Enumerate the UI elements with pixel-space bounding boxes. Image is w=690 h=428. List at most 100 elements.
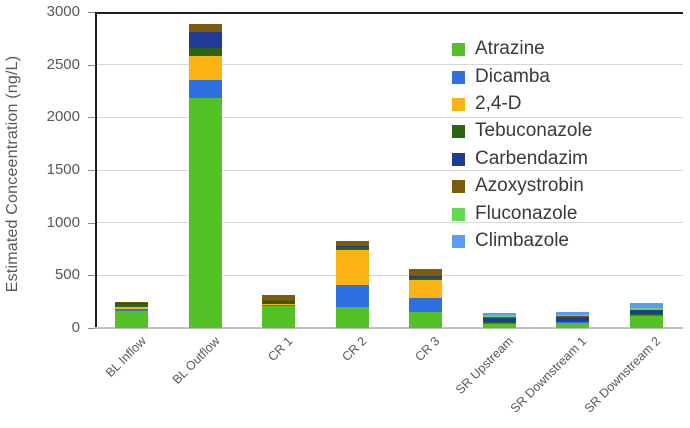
legend-swatch-tebuconazole bbox=[452, 125, 465, 139]
legend-swatch-azoxystrobin bbox=[452, 180, 465, 194]
plot-area bbox=[95, 12, 683, 329]
legend-label-2-4-d: 2,4-D bbox=[475, 92, 522, 114]
y-tick-mark-2500 bbox=[88, 64, 95, 66]
legend-item-fluconazole: Fluconazole bbox=[452, 200, 592, 227]
y-tick-mark-500 bbox=[88, 275, 95, 277]
bar-bl-inflow bbox=[115, 301, 149, 328]
legend-label-azoxystrobin: Azoxystrobin bbox=[475, 175, 584, 197]
y-tick-mark-3000 bbox=[88, 12, 95, 13]
bar-segment-sr-upstream-atrazine bbox=[482, 323, 516, 328]
legend-swatch-atrazine bbox=[452, 43, 465, 57]
gridline-1500 bbox=[95, 169, 683, 171]
y-axis-line bbox=[95, 12, 97, 328]
bar-segment-cr-1-atrazine bbox=[262, 305, 296, 328]
legend-item-climbazole: Climbazole bbox=[452, 228, 592, 255]
gridline-1000 bbox=[95, 222, 683, 224]
bar-segment-bl-outflow-tebuconazole bbox=[188, 47, 222, 57]
y-tick-label-2000: 2000 bbox=[46, 108, 80, 126]
legend-item-2-4-d: 2,4-D bbox=[452, 91, 592, 118]
bar-segment-cr-3-atrazine bbox=[409, 312, 443, 328]
bar-segment-cr-1-dicamba bbox=[262, 304, 296, 306]
bar-segment-sr-downstream-1-fluconazole bbox=[556, 314, 590, 317]
bar-segment-sr-downstream-2-tebuconazole bbox=[629, 314, 663, 315]
legend-label-climbazole: Climbazole bbox=[475, 229, 569, 251]
bar-cr-3 bbox=[409, 268, 443, 328]
bar-segment-sr-downstream-2-climbazole bbox=[629, 302, 663, 308]
legend-item-atrazine: Atrazine bbox=[452, 36, 592, 63]
bar-segment-bl-inflow-2-4-d bbox=[115, 306, 149, 310]
legend-label-fluconazole: Fluconazole bbox=[475, 202, 578, 224]
bar-segment-bl-outflow-atrazine bbox=[188, 98, 222, 328]
y-tick-label-500: 500 bbox=[54, 266, 80, 284]
legend-swatch-fluconazole bbox=[452, 207, 465, 221]
bar-sr-upstream bbox=[482, 312, 516, 328]
bar-segment-cr-2-tebuconazole bbox=[335, 247, 369, 251]
bar-segment-cr-1-azoxystrobin bbox=[262, 294, 296, 302]
bar-segment-bl-inflow-dicamba bbox=[115, 309, 149, 312]
y-tick-label-2500: 2500 bbox=[46, 55, 80, 73]
y-tick-label-0: 0 bbox=[71, 319, 80, 336]
bar-segment-bl-inflow-tebuconazole bbox=[115, 304, 149, 307]
gridline-2500 bbox=[95, 64, 683, 66]
y-tick-mark-1500 bbox=[88, 170, 95, 171]
y-tick-mark-0 bbox=[88, 328, 95, 329]
y-tick-label-3000: 3000 bbox=[46, 3, 80, 20]
bar-segment-bl-outflow-dicamba bbox=[188, 80, 222, 99]
bar-bl-outflow bbox=[188, 24, 222, 328]
x-tick-label-bl-outflow: BL Outflow bbox=[169, 334, 223, 387]
bar-segment-bl-outflow-azoxystrobin bbox=[188, 24, 222, 32]
bar-segment-cr-1-carbendazim bbox=[262, 301, 296, 303]
legend-label-carbendazim: Carbendazim bbox=[475, 147, 588, 169]
bar-sr-downstream-1 bbox=[556, 311, 590, 328]
bar-segment-cr-2-azoxystrobin bbox=[335, 240, 369, 247]
bar-segment-bl-inflow-azoxystrobin bbox=[115, 301, 149, 303]
bar-segment-bl-inflow-atrazine bbox=[115, 311, 149, 328]
x-tick-label-sr-downstream-2: SR Downstream 2 bbox=[581, 334, 664, 416]
bar-segment-cr-3-carbendazim bbox=[409, 276, 443, 278]
x-tick-label-cr-2: CR 2 bbox=[339, 334, 370, 365]
bar-segment-sr-downstream-1-azoxystrobin bbox=[556, 316, 590, 317]
x-tick-label-cr-3: CR 3 bbox=[412, 334, 443, 365]
bar-segment-bl-outflow-carbendazim bbox=[188, 31, 222, 48]
bar-segment-sr-downstream-1-atrazine bbox=[556, 322, 590, 328]
bar-segment-bl-inflow-carbendazim bbox=[115, 302, 149, 305]
legend-swatch-climbazole bbox=[452, 234, 465, 248]
x-tick-label-cr-1: CR 1 bbox=[265, 334, 296, 365]
legend-label-tebuconazole: Tebuconazole bbox=[475, 120, 593, 142]
bar-segment-sr-downstream-1-dicamba bbox=[556, 322, 590, 323]
bar-segment-cr-2-dicamba bbox=[335, 284, 369, 308]
x-tick-label-sr-downstream-1: SR Downstream 1 bbox=[508, 334, 590, 416]
legend-item-tebuconazole: Tebuconazole bbox=[452, 118, 592, 145]
bar-segment-sr-downstream-2-dicamba bbox=[629, 315, 663, 316]
legend-label-dicamba: Dicamba bbox=[475, 65, 550, 87]
bar-cr-1 bbox=[262, 294, 296, 328]
bar-segment-cr-3-2-4-d bbox=[409, 279, 443, 298]
legend-item-azoxystrobin: Azoxystrobin bbox=[452, 173, 592, 200]
bar-segment-cr-2-carbendazim bbox=[335, 246, 369, 248]
bar-sr-downstream-2 bbox=[629, 302, 663, 328]
legend-item-dicamba: Dicamba bbox=[452, 63, 592, 90]
y-tick-label-1000: 1000 bbox=[46, 213, 80, 231]
bar-segment-sr-downstream-1-carbendazim bbox=[556, 316, 590, 322]
legend-swatch-dicamba bbox=[452, 70, 465, 84]
bar-cr-2 bbox=[335, 240, 369, 328]
bar-segment-sr-upstream-dicamba bbox=[482, 323, 516, 324]
legend-swatch-2-4-d bbox=[452, 97, 465, 111]
y-tick-mark-1000 bbox=[88, 222, 95, 224]
y-tick-label-1500: 1500 bbox=[46, 161, 80, 178]
bar-segment-sr-downstream-2-atrazine bbox=[629, 315, 663, 328]
plot-top-border bbox=[95, 12, 683, 14]
bar-segment-sr-upstream-tebuconazole bbox=[482, 321, 516, 323]
legend-swatch-carbendazim bbox=[452, 152, 465, 166]
bar-segment-sr-downstream-1-2-4-d bbox=[556, 321, 590, 323]
gridline-500 bbox=[95, 274, 683, 276]
bar-segment-cr-3-azoxystrobin bbox=[409, 268, 443, 277]
x-tick-label-sr-upstream: SR Upstream bbox=[453, 334, 517, 397]
gridline-2000 bbox=[95, 116, 683, 118]
x-axis-line bbox=[95, 327, 683, 329]
bar-segment-sr-downstream-1-tebuconazole bbox=[556, 321, 590, 322]
bar-segment-sr-upstream-climbazole bbox=[482, 312, 516, 316]
bar-segment-cr-3-dicamba bbox=[409, 297, 443, 313]
bar-segment-sr-downstream-2-2-4-d bbox=[629, 314, 663, 316]
